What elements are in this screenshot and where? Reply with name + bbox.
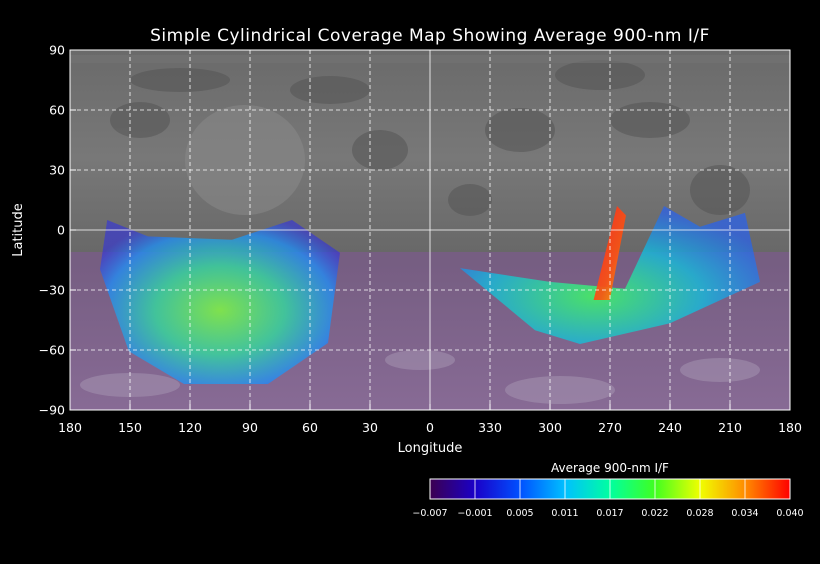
grid-lines — [70, 50, 790, 410]
colorbar-tick-label: 0.040 — [776, 508, 803, 519]
colorbar-tick-label: 0.011 — [551, 508, 578, 519]
y-tick-label: 0 — [57, 223, 65, 238]
colorbar-tick-label: 0.017 — [596, 508, 623, 519]
x-tick-label: 330 — [478, 420, 502, 435]
x-tick-label: 60 — [302, 420, 318, 435]
x-tick-label: 180 — [778, 420, 802, 435]
y-tick-label: 90 — [49, 43, 65, 58]
colorbar: Average 900-nm I/F −0.007 −0.001 0.005 0.01… — [412, 461, 803, 519]
colorbar-tick-label: 0.034 — [731, 508, 758, 519]
colorbar-title: Average 900-nm I/F — [551, 461, 669, 475]
western-coverage-region — [100, 220, 340, 384]
x-tick-label: 150 — [118, 420, 142, 435]
y-tick-label: −90 — [39, 403, 65, 418]
x-tick-label: 300 — [538, 420, 562, 435]
x-axis-ticks: 180 150 120 90 60 30 0 330 300 270 240 210 180 — [58, 404, 802, 435]
eastern-coverage-region — [460, 206, 760, 344]
colorbar-border — [429, 478, 791, 500]
y-tick-label: −60 — [39, 343, 65, 358]
chart-title: Simple Cylindrical Coverage Map Showing … — [150, 26, 710, 46]
x-tick-label: 120 — [178, 420, 202, 435]
y-axis-ticks: 90 60 30 0 −30 −60 −90 — [39, 43, 76, 418]
x-tick-label: 90 — [242, 420, 258, 435]
y-tick-label: 30 — [49, 163, 65, 178]
y-axis-label: Latitude — [11, 203, 26, 257]
y-tick-label: 60 — [49, 103, 65, 118]
x-tick-label: 210 — [718, 420, 742, 435]
x-tick-label: 180 — [58, 420, 82, 435]
x-tick-label: 270 — [598, 420, 622, 435]
colorbar-tick-label: 0.028 — [686, 508, 713, 519]
x-tick-label: 240 — [658, 420, 682, 435]
x-axis-label: Longitude — [398, 441, 463, 456]
y-tick-label: −30 — [39, 283, 65, 298]
colorbar-ticks: −0.007 −0.001 0.005 0.011 0.017 0.022 0.028 0.0… — [412, 479, 804, 519]
southern-terrain — [80, 350, 760, 404]
colorbar-tick-label: 0.005 — [506, 508, 533, 519]
colorbar-tick-label: −0.007 — [412, 508, 447, 519]
colorbar-tick-label: −0.001 — [457, 508, 492, 519]
x-tick-label: 0 — [426, 420, 434, 435]
colorbar-tick-label: 0.022 — [641, 508, 668, 519]
x-tick-label: 30 — [362, 420, 378, 435]
